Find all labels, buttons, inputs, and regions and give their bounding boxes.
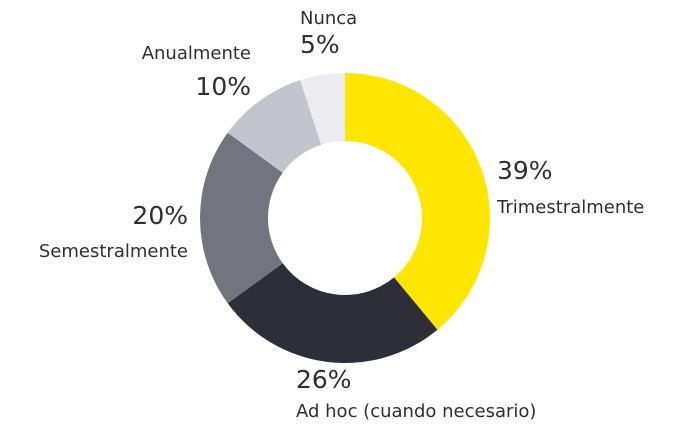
donut-slice [345,73,490,330]
value-label: 10% [195,72,251,101]
category-label: Nunca [300,8,357,29]
value-label: 39% [497,156,553,185]
category-label: Semestralmente [39,241,188,262]
value-label: 20% [132,201,188,230]
category-label: Anualmente [142,43,251,64]
donut-slice [300,73,345,145]
donut-slice [227,80,322,173]
donut-slice [227,263,438,364]
value-label: 5% [300,30,340,59]
value-label: 26% [296,365,352,394]
donut-slice [200,132,283,304]
category-label: Trimestralmente [496,197,644,218]
category-label: Ad hoc (cuando necesario) [296,401,536,422]
